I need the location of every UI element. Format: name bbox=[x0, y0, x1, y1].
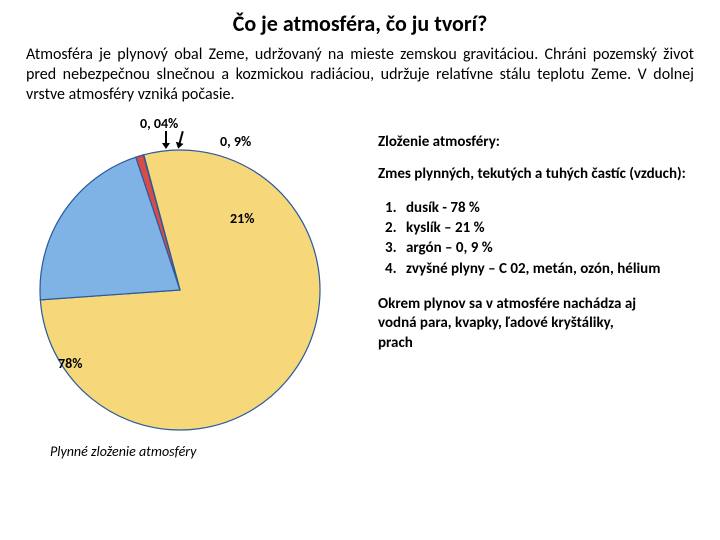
composition-desc: Zmes plynných, tekutých a tuhých častíc … bbox=[378, 165, 700, 184]
slice-label-argon: 0, 9% bbox=[220, 133, 251, 150]
composition-list: dusík - 78 % kyslík – 21 % argón – 0, 9 … bbox=[378, 198, 700, 279]
slice-label-other: 0, 04% bbox=[140, 115, 178, 132]
composition-note: Okrem plynov sa v atmosfére nachádza aj … bbox=[378, 295, 700, 354]
content-row: 0, 04% 0, 9% 21% 78% Plynné zloženie atm… bbox=[0, 115, 720, 460]
note-line: Okrem plynov sa v atmosfére nachádza aj bbox=[378, 295, 636, 313]
pointer-arrow-icon bbox=[165, 131, 167, 145]
list-item: argón – 0, 9 % bbox=[400, 238, 700, 258]
list-item: zvyšné plyny – C 02, metán, ozón, hélium bbox=[400, 259, 700, 279]
intro-paragraph: Atmosféra je plynový obal Zeme, udržovan… bbox=[0, 45, 720, 115]
page-title: Čo je atmosféra, čo ju tvorí? bbox=[0, 0, 720, 45]
pie-svg bbox=[20, 115, 340, 435]
list-item: dusík - 78 % bbox=[400, 198, 700, 218]
chart-caption: Plynné zloženie atmosféry bbox=[20, 435, 360, 460]
pie-chart: 0, 04% 0, 9% 21% 78% bbox=[20, 115, 340, 435]
composition-heading: Zloženie atmosféry: bbox=[378, 133, 700, 151]
slice-label-oxygen: 21% bbox=[230, 210, 254, 227]
note-line: vodná para, kvapky, ľadové kryštáliky, bbox=[378, 314, 614, 332]
note-line: prach bbox=[378, 334, 413, 352]
slice-label-nitrogen: 78% bbox=[58, 355, 82, 372]
text-panel: Zloženie atmosféry: Zmes plynných, tekut… bbox=[360, 115, 700, 460]
list-item: kyslík – 21 % bbox=[400, 218, 700, 238]
chart-panel: 0, 04% 0, 9% 21% 78% Plynné zloženie atm… bbox=[20, 115, 360, 460]
